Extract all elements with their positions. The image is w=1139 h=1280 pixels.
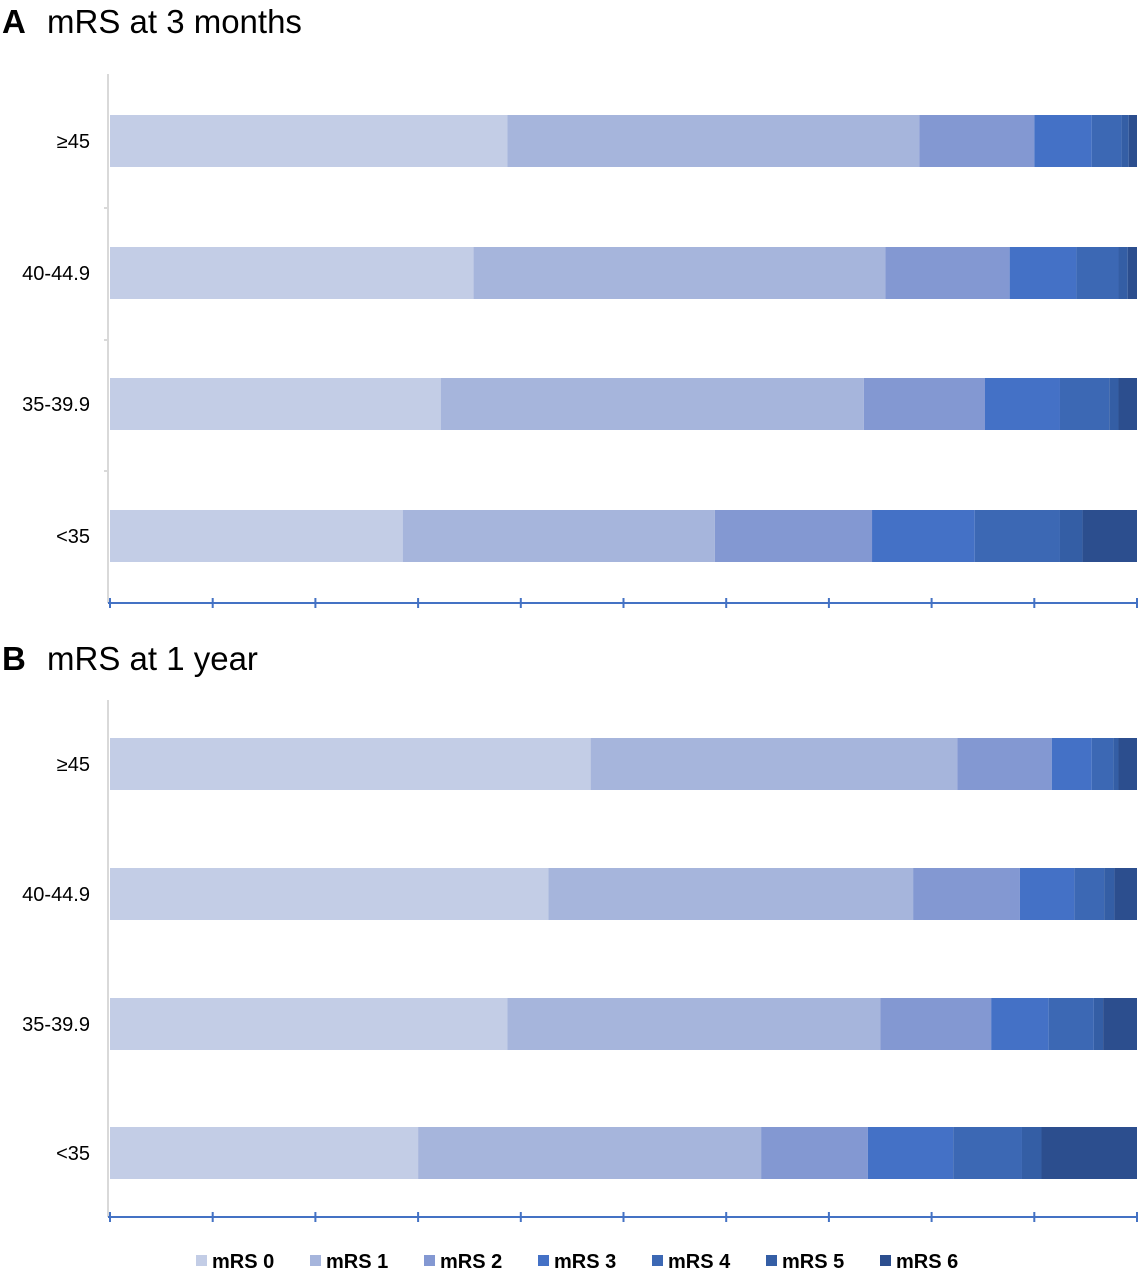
legend-label: mRS 5 <box>782 1251 844 1273</box>
bar-segment-mrs-0 <box>110 378 441 430</box>
bar-segment-mrs-1 <box>507 998 881 1050</box>
bar-segment-mrs-3 <box>1034 115 1092 167</box>
category-label: <35 <box>56 526 90 548</box>
bar-segment-mrs-0 <box>110 868 549 920</box>
legend-label: mRS 2 <box>440 1251 502 1273</box>
bar-segment-mrs-5 <box>1059 510 1083 562</box>
bar-segment-mrs-6 <box>1127 247 1137 299</box>
bar-segment-mrs-1 <box>440 378 864 430</box>
bar-segment-mrs-3 <box>1051 738 1092 790</box>
legend-label: mRS 3 <box>554 1251 616 1273</box>
bar-segment-mrs-0 <box>110 998 508 1050</box>
legend-swatch <box>538 1255 549 1266</box>
bar-segment-mrs-0 <box>110 247 474 299</box>
bar-segment-mrs-2 <box>863 378 986 430</box>
bar-segment-mrs-5 <box>1113 738 1119 790</box>
legend: mRS 0 mRS 1 mRS 2 mRS 3 mRS 4 mRS 5 mRS 6 <box>196 1251 958 1273</box>
bar-segment-mrs-6 <box>1082 510 1137 562</box>
bar-segment-mrs-2 <box>919 115 1035 167</box>
bar-segment-mrs-1 <box>590 738 958 790</box>
bar-segment-mrs-5 <box>1121 115 1129 167</box>
bar-segment-mrs-2 <box>913 868 1020 920</box>
legend-swatch <box>880 1255 891 1266</box>
panel-a-title: mRS at 3 months <box>47 3 302 40</box>
bar-segment-mrs-6 <box>1128 115 1137 167</box>
bar-segment-mrs-0 <box>110 115 508 167</box>
bar-segment-mrs-0 <box>110 738 591 790</box>
legend-swatch <box>652 1255 663 1266</box>
bar-segment-mrs-5 <box>1021 1127 1042 1179</box>
bar-segment-mrs-4 <box>1048 998 1094 1050</box>
bar-segment-mrs-2 <box>957 738 1052 790</box>
bar-segment-mrs-6 <box>1041 1127 1137 1179</box>
legend-label: mRS 1 <box>326 1251 388 1273</box>
bar-segment-mrs-4 <box>953 1127 1022 1179</box>
bar-segment-mrs-3 <box>872 510 975 562</box>
bar-segment-mrs-3 <box>1009 247 1077 299</box>
category-label: 40-44.9 <box>22 884 90 906</box>
bar-segment-mrs-5 <box>1093 998 1104 1050</box>
bar-segment-mrs-2 <box>880 998 992 1050</box>
bar-segment-mrs-1 <box>507 115 920 167</box>
bar-segment-mrs-3 <box>985 378 1060 430</box>
bar-segment-mrs-0 <box>110 1127 419 1179</box>
bar-segment-mrs-4 <box>1091 115 1122 167</box>
bar-segment-mrs-3 <box>1019 868 1075 920</box>
category-label: 35-39.9 <box>22 394 90 416</box>
bar-segment-mrs-5 <box>1104 868 1115 920</box>
category-label: ≥45 <box>57 131 90 153</box>
bar-segment-mrs-5 <box>1118 247 1128 299</box>
bar-segment-mrs-4 <box>1091 738 1114 790</box>
bar-segment-mrs-6 <box>1118 738 1137 790</box>
bar-segment-mrs-1 <box>402 510 715 562</box>
legend-swatch <box>310 1255 321 1266</box>
bar-segment-mrs-4 <box>1076 247 1119 299</box>
bar-segment-mrs-6 <box>1103 998 1137 1050</box>
category-label: <35 <box>56 1143 90 1165</box>
bar-segment-mrs-6 <box>1114 868 1137 920</box>
legend-swatch <box>424 1255 435 1266</box>
category-label: ≥45 <box>57 754 90 776</box>
bar-segment-mrs-0 <box>110 510 403 562</box>
bar-segment-mrs-5 <box>1109 378 1119 430</box>
panel-a-plot: ≥45 40-44.9 35-39.9 <35 <box>22 74 1138 608</box>
bar-segment-mrs-4 <box>1074 868 1105 920</box>
legend-label: mRS 4 <box>668 1251 731 1273</box>
legend-label: mRS 6 <box>896 1251 958 1273</box>
legend-swatch <box>196 1255 207 1266</box>
bar-segment-mrs-3 <box>991 998 1049 1050</box>
legend-label: mRS 0 <box>212 1251 274 1273</box>
bar-segment-mrs-4 <box>1059 378 1110 430</box>
category-label: 40-44.9 <box>22 263 90 285</box>
bar-segment-mrs-2 <box>714 510 873 562</box>
panel-b-letter: B <box>2 640 26 677</box>
bar-segment-mrs-1 <box>473 247 886 299</box>
panel-a-letter: A <box>2 3 26 40</box>
panel-b-title: mRS at 1 year <box>47 640 258 677</box>
panel-b-plot: ≥45 40-44.9 35-39.9 <35 <box>22 700 1138 1222</box>
bar-segment-mrs-6 <box>1118 378 1137 430</box>
bar-segment-mrs-2 <box>761 1127 868 1179</box>
bar-segment-mrs-1 <box>418 1127 762 1179</box>
legend-swatch <box>766 1255 777 1266</box>
category-label: 35-39.9 <box>22 1014 90 1036</box>
bar-segment-mrs-2 <box>885 247 1010 299</box>
bar-segment-mrs-1 <box>548 868 914 920</box>
bar-segment-mrs-3 <box>867 1127 954 1179</box>
bar-segment-mrs-4 <box>974 510 1060 562</box>
